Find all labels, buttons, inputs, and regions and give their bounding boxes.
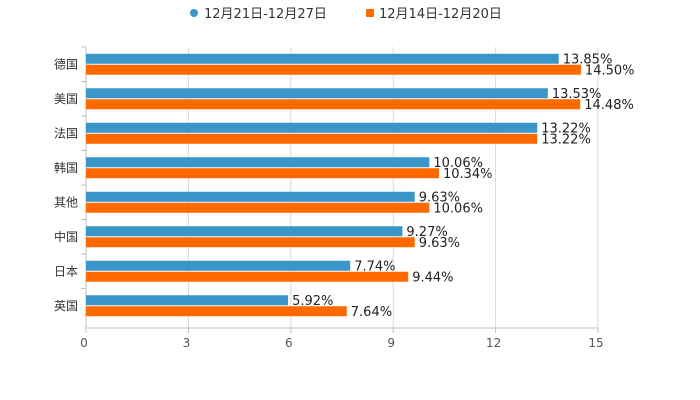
bar-2 (86, 237, 415, 248)
bar-2 (86, 306, 347, 317)
bar-2 (86, 133, 538, 144)
category-label: 日本 (54, 264, 78, 278)
data-label-2: 10.06% (433, 201, 483, 216)
x-tick-labels: 0 3 6 9 12 15 (80, 336, 603, 350)
category-label: 其他 (54, 195, 78, 209)
bar-1 (86, 295, 289, 306)
category-label: 法国 (54, 126, 78, 140)
x-tick-label: 6 (285, 336, 293, 350)
legend-item-series-1[interactable]: 12月21日-12月27日 (190, 7, 327, 22)
bar-1 (86, 260, 351, 271)
data-label-1: 13.85% (563, 52, 613, 67)
data-label-2: 9.63% (419, 236, 460, 251)
data-label-1: 13.22% (541, 121, 591, 136)
data-label-1: 5.92% (292, 294, 333, 309)
data-label-1: 9.27% (406, 225, 447, 240)
bar-2 (86, 64, 581, 75)
bar-2 (86, 202, 430, 213)
bar-1 (86, 191, 415, 202)
data-label-1: 9.63% (419, 190, 460, 205)
bar-1 (86, 122, 538, 133)
data-label-2: 7.64% (351, 305, 392, 320)
legend-label-series-1: 12月21日-12月27日 (204, 7, 327, 22)
bar-1 (86, 157, 430, 168)
category-label: 英国 (54, 299, 78, 313)
x-tick-label: 9 (387, 336, 395, 350)
data-label-2: 13.22% (541, 132, 591, 147)
data-label-1: 10.06% (433, 156, 483, 171)
category-label: 德国 (54, 56, 78, 71)
category-label: 中国 (54, 229, 78, 244)
bar-2 (86, 168, 439, 179)
bar-1 (86, 88, 548, 99)
x-tick-label: 12 (486, 336, 501, 350)
bars (86, 53, 581, 317)
legend: 12月21日-12月27日 12月14日-12月20日 (190, 7, 502, 22)
legend-marker-series-2 (366, 9, 374, 17)
data-label-1: 13.53% (552, 87, 602, 102)
category-label: 韩国 (54, 160, 78, 175)
bar-2 (86, 99, 581, 110)
data-label-1: 7.74% (354, 259, 395, 274)
bar-2 (86, 271, 409, 282)
data-label-2: 9.44% (412, 270, 453, 285)
data-label-2: 14.48% (584, 98, 634, 113)
data-labels: 13.85%14.50% 13.53%14.48% 13.22%13.22% 10.0… (292, 52, 634, 320)
legend-label-series-2: 12月14日-12月20日 (379, 7, 502, 22)
data-label-2: 10.34% (443, 167, 493, 182)
bar-1 (86, 226, 403, 237)
legend-item-series-2[interactable]: 12月14日-12月20日 (366, 7, 502, 22)
legend-marker-series-1 (190, 9, 198, 17)
bar-1 (86, 53, 559, 64)
x-tick-label: 15 (588, 336, 603, 350)
category-label: 美国 (54, 92, 78, 106)
data-label-2: 14.50% (585, 63, 635, 78)
x-tick-label: 0 (80, 336, 88, 350)
x-tick-label: 3 (183, 336, 191, 350)
